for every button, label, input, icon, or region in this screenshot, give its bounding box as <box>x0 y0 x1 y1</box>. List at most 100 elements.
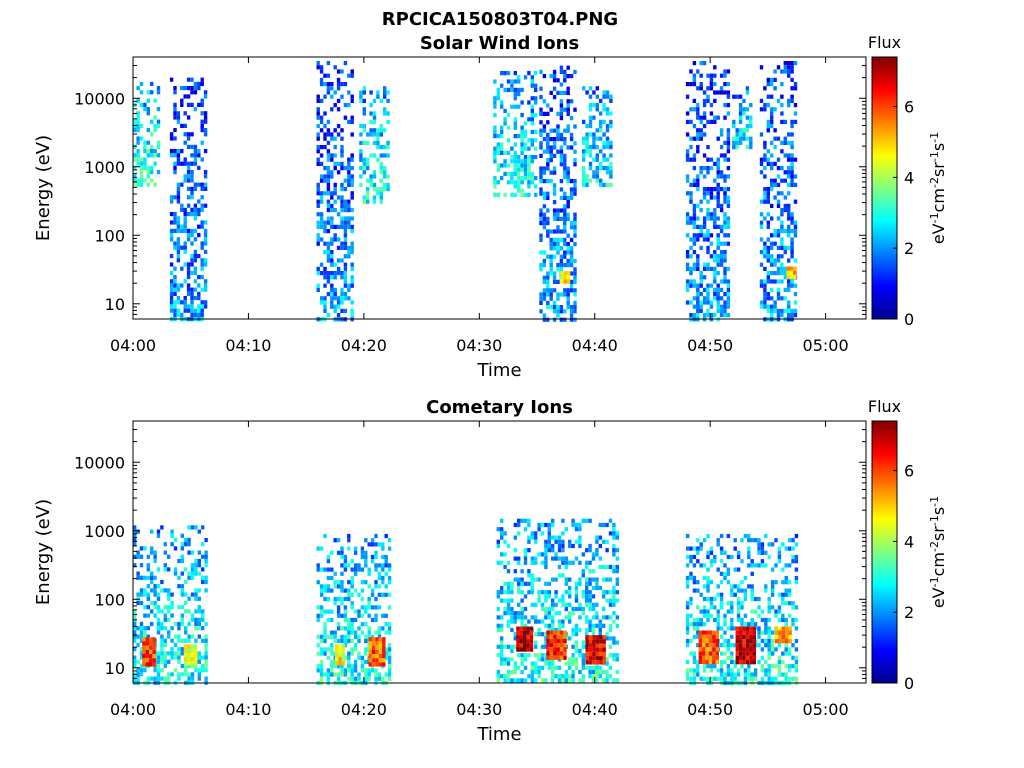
heatmap-cell <box>319 668 324 673</box>
heatmap-cell <box>770 567 775 572</box>
heatmap-cell <box>387 647 392 652</box>
heatmap-cell <box>557 539 562 544</box>
heatmap-cell <box>735 94 739 99</box>
heatmap-cell <box>602 157 606 162</box>
heatmap-cell <box>712 651 716 656</box>
heatmap-cell <box>146 174 150 179</box>
heatmap-cell <box>723 212 727 217</box>
heatmap-cell <box>326 275 331 280</box>
heatmap-cell <box>316 132 320 137</box>
heatmap-cell <box>539 166 543 171</box>
heatmap-cell <box>608 590 613 595</box>
heatmap-cell <box>384 571 388 576</box>
heatmap-cell <box>569 246 574 251</box>
heatmap-cell <box>167 554 171 559</box>
heatmap-cell <box>692 77 697 82</box>
heatmap-cell <box>382 662 386 667</box>
heatmap-cell <box>595 535 599 540</box>
heatmap-cell <box>506 125 511 130</box>
heatmap-cell <box>190 300 194 305</box>
heatmap-cell <box>585 656 589 661</box>
heatmap-cell <box>343 308 348 313</box>
heatmap-cell <box>568 636 572 641</box>
heatmap-cell <box>516 630 520 635</box>
heatmap-cell <box>699 283 703 288</box>
heatmap-cell <box>581 573 585 578</box>
heatmap-cell <box>183 279 187 284</box>
heatmap-cell <box>381 554 385 560</box>
heatmap-cell <box>753 538 758 543</box>
heatmap-cell <box>534 184 538 189</box>
heatmap-cell <box>549 229 553 234</box>
colorbar-tick-label: 4 <box>904 532 914 551</box>
heatmap-cell <box>146 170 150 175</box>
heatmap-cell <box>706 308 710 313</box>
heatmap-cell <box>726 313 731 318</box>
heatmap-cell <box>530 129 534 134</box>
heatmap-cell <box>766 275 770 280</box>
heatmap-cell <box>692 622 697 627</box>
heatmap-cell <box>336 161 341 166</box>
heatmap-cell <box>343 554 348 560</box>
heatmap-cell <box>343 638 348 644</box>
heatmap-cell <box>323 596 327 602</box>
heatmap-cell <box>612 590 616 595</box>
heatmap-cell <box>197 676 201 681</box>
heatmap-cell <box>381 575 385 581</box>
heatmap-cell <box>372 111 377 116</box>
heatmap-cell <box>706 191 710 196</box>
heatmap-cell <box>379 153 383 158</box>
heatmap-cell <box>574 606 579 612</box>
heatmap-cell <box>726 233 731 238</box>
heatmap-cell <box>333 580 337 585</box>
heatmap-cell <box>160 655 164 660</box>
heatmap-cell <box>340 149 344 154</box>
heatmap-cell <box>513 636 517 641</box>
heatmap-cell <box>783 195 787 200</box>
heatmap-cell <box>702 563 707 568</box>
heatmap-cell <box>506 138 511 143</box>
heatmap-cell <box>194 656 198 662</box>
heatmap-cell <box>592 145 596 150</box>
heatmap-cell <box>574 527 579 532</box>
heatmap-cell <box>753 668 758 673</box>
heatmap-cell <box>146 676 150 681</box>
heatmap-cell <box>766 119 770 124</box>
heatmap-cell <box>702 98 707 103</box>
heatmap-cell <box>726 103 731 108</box>
heatmap-cell <box>578 560 582 565</box>
heatmap-cell <box>200 157 204 162</box>
heatmap-cell <box>133 119 137 124</box>
heatmap-cell <box>739 651 743 656</box>
heatmap-cell <box>763 245 767 250</box>
heatmap-cell <box>146 584 150 589</box>
heatmap-cell <box>330 630 334 635</box>
heatmap-cell <box>539 187 543 192</box>
heatmap-cell <box>599 149 603 154</box>
heatmap-cell <box>379 128 383 133</box>
heatmap-cell <box>745 90 750 95</box>
heatmap-cell <box>186 170 191 175</box>
heatmap-cell <box>712 643 716 648</box>
heatmap-cell <box>696 559 700 564</box>
heatmap-cell <box>169 254 174 259</box>
heatmap-cell <box>319 651 324 656</box>
heatmap-cell <box>591 602 596 607</box>
heatmap-cell <box>764 638 768 644</box>
heatmap-cell <box>705 647 709 652</box>
heatmap-cell <box>381 626 385 631</box>
heatmap-cell <box>781 601 785 606</box>
heatmap-cell <box>732 136 736 141</box>
heatmap-cell <box>330 254 334 259</box>
heatmap-cell <box>336 98 341 103</box>
heatmap-cell <box>517 134 521 139</box>
heatmap-cell <box>554 552 558 557</box>
heatmap-cell <box>745 626 750 631</box>
heatmap-cell <box>153 182 157 187</box>
heatmap-cell <box>557 627 562 633</box>
heatmap-cell <box>783 308 787 313</box>
heatmap-cell <box>510 627 514 633</box>
heatmap-cell <box>794 559 799 564</box>
heatmap-cell <box>347 174 351 179</box>
heatmap-cell <box>364 609 368 614</box>
